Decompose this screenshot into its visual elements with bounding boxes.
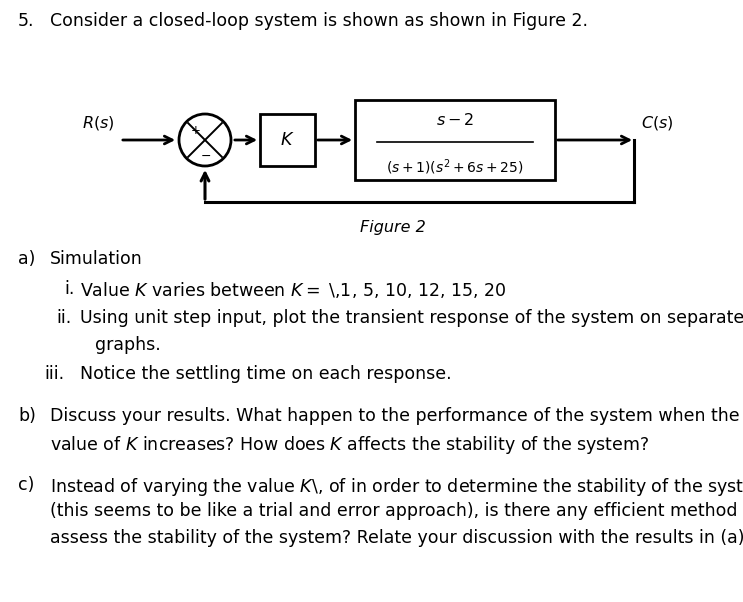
Text: value of $K$ increases? How does $K$ affects the stability of the system?: value of $K$ increases? How does $K$ aff… — [50, 433, 649, 456]
Text: Discuss your results. What happen to the performance of the system when the: Discuss your results. What happen to the… — [50, 407, 739, 425]
Text: $C(s)$: $C(s)$ — [641, 114, 674, 132]
Text: iii.: iii. — [45, 365, 65, 383]
Text: assess the stability of the system? Relate your discussion with the results in (: assess the stability of the system? Rela… — [50, 529, 743, 547]
Text: $s-2$: $s-2$ — [435, 112, 474, 128]
Text: 5.: 5. — [18, 12, 34, 30]
Text: Using unit step input, plot the transient response of the system on separate: Using unit step input, plot the transien… — [80, 309, 743, 327]
Text: ii.: ii. — [56, 309, 72, 327]
Text: −: − — [201, 150, 211, 163]
Text: i.: i. — [65, 279, 75, 297]
Text: Value $K$ varies between $K =$ \,1, 5, 10, 12, 15, 20: Value $K$ varies between $K =$ \,1, 5, 1… — [80, 279, 507, 300]
Text: Instead of varying the value $K$\, of in order to determine the stability of the: Instead of varying the value $K$\, of in… — [50, 476, 743, 498]
Text: $R(s)$: $R(s)$ — [82, 114, 115, 132]
FancyBboxPatch shape — [355, 100, 555, 180]
Text: (this seems to be like a trial and error approach), is there any efficient metho: (this seems to be like a trial and error… — [50, 502, 743, 520]
FancyBboxPatch shape — [260, 114, 315, 166]
Text: +: + — [191, 125, 201, 137]
Text: c): c) — [18, 476, 34, 494]
Text: a): a) — [18, 250, 36, 268]
Text: b): b) — [18, 407, 36, 425]
Text: $(s+1)(s^2+6s+25)$: $(s+1)(s^2+6s+25)$ — [386, 157, 524, 177]
Text: Notice the settling time on each response.: Notice the settling time on each respons… — [80, 365, 452, 383]
Text: $K$: $K$ — [280, 131, 295, 149]
Text: Figure 2: Figure 2 — [360, 220, 426, 235]
Text: graphs.: graphs. — [95, 335, 160, 353]
Text: Consider a closed-loop system is shown as shown in Figure 2.: Consider a closed-loop system is shown a… — [50, 12, 588, 30]
Text: Simulation: Simulation — [50, 250, 143, 268]
